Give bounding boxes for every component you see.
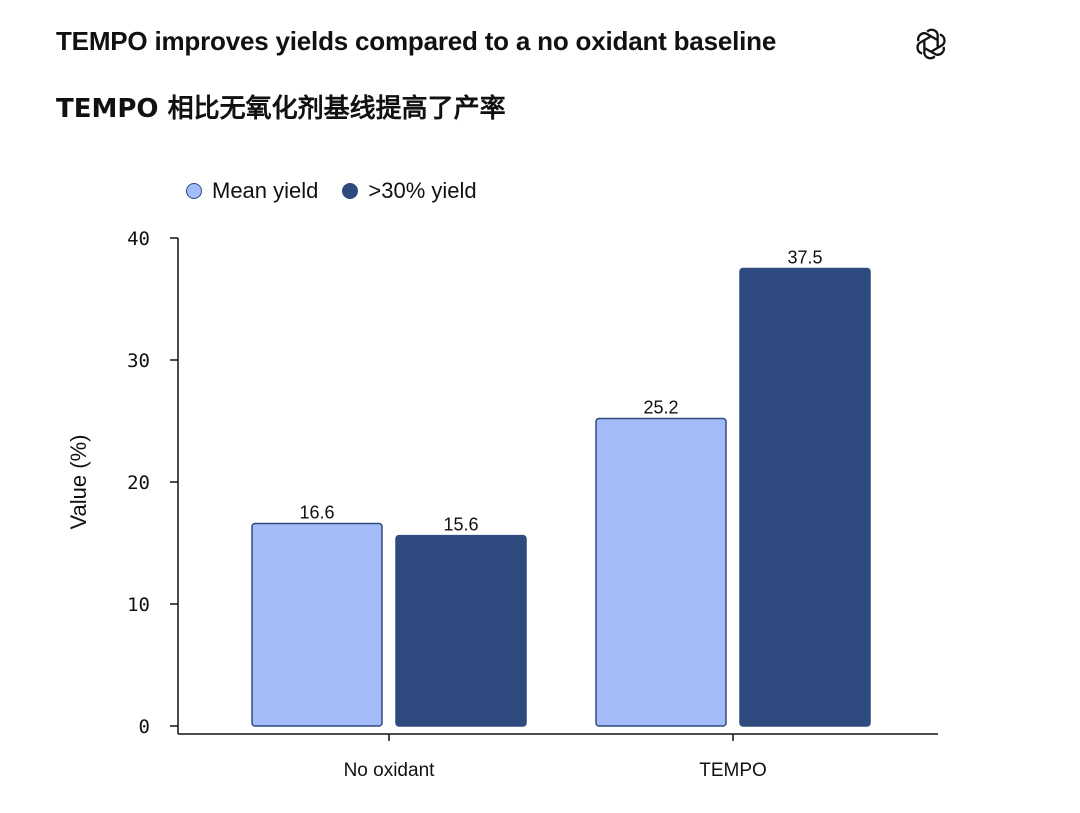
x-category-label: TEMPO — [699, 760, 767, 781]
y-axis-label: Value (%) — [66, 435, 91, 530]
legend-item-mean-yield: Mean yield — [186, 178, 318, 204]
legend-swatch-over-30-yield — [342, 183, 359, 199]
openai-logo-icon — [916, 28, 946, 60]
bar-data-label: 16.6 — [299, 502, 334, 522]
y-tick-label: 10 — [127, 594, 150, 616]
bar-mean-yield-no-oxidant — [251, 522, 383, 727]
legend-item-over-30-yield: >30% yield — [342, 178, 477, 204]
y-tick-label: 20 — [127, 472, 150, 494]
bar-over-30-yield-tempo — [739, 267, 871, 727]
page-title: TEMPO improves yields compared to a no o… — [56, 26, 777, 56]
bar-mean-yield-tempo — [595, 417, 727, 727]
bar-data-label: 15.6 — [443, 515, 478, 535]
legend-label-over-30-yield: >30% yield — [368, 178, 477, 203]
y-tick-label: 0 — [139, 716, 150, 738]
chart-legend: Mean yield >30% yield — [186, 178, 501, 204]
y-tick-label: 30 — [127, 350, 150, 372]
legend-swatch-mean-yield — [186, 183, 202, 199]
bar-data-label: 37.5 — [787, 248, 822, 268]
bar-data-label: 25.2 — [643, 398, 678, 418]
page-subtitle: TEMPO 相比无氧化剂基线提高了产率 — [56, 94, 506, 124]
bar-over-30-yield-no-oxidant — [395, 534, 527, 727]
y-tick-label: 40 — [127, 228, 150, 250]
legend-label-mean-yield: Mean yield — [212, 178, 319, 203]
x-category-label: No oxidant — [344, 760, 436, 781]
